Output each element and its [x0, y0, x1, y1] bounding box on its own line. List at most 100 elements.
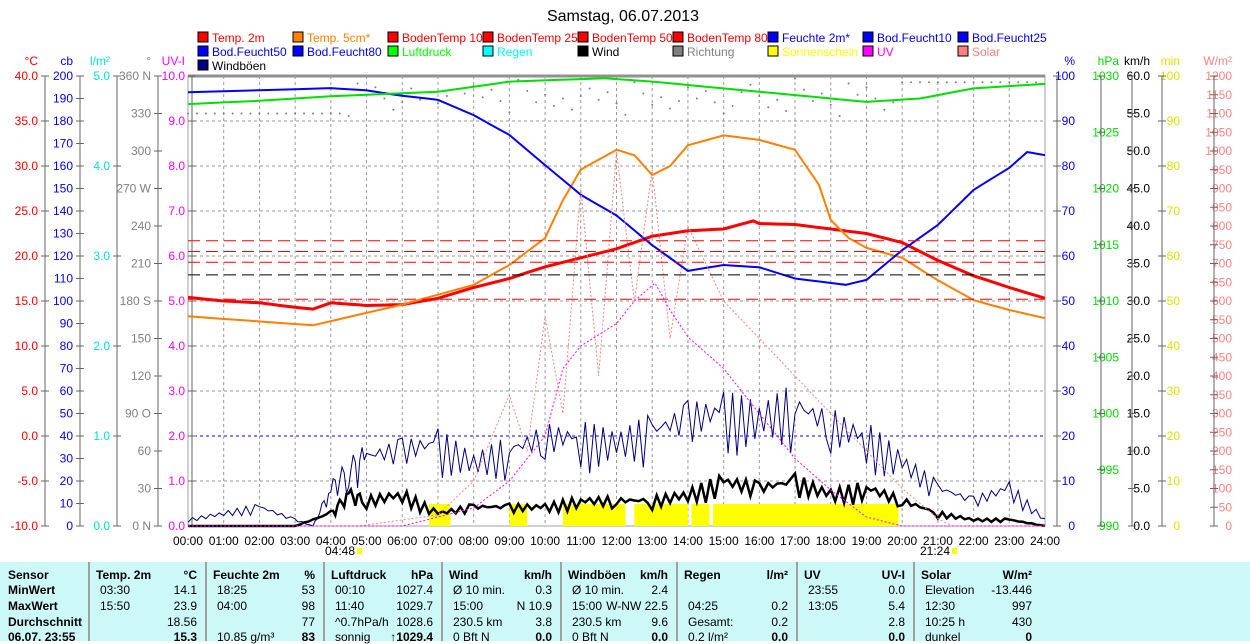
axis-tick-label: 40 [1062, 339, 1076, 353]
axis-tick-label: 360 N [119, 69, 151, 83]
legend-label: BodenTemp 80 [687, 31, 768, 45]
cell-label: Gesamt: [688, 615, 734, 629]
axis-tick-label: 550 [1212, 313, 1232, 327]
axis-tick-label: 200 [53, 69, 73, 83]
axis-tick-label: 0 [66, 519, 73, 533]
axis-tick-label: 40 [1167, 339, 1181, 353]
axis-tick-label: 9.0 [168, 114, 185, 128]
legend-swatch [292, 45, 304, 57]
direction-dot [749, 83, 752, 86]
direction-dot [865, 86, 868, 89]
axis-tick-label: 210 [131, 257, 151, 271]
cell-value: 18.56 [166, 615, 197, 629]
axis-tick-label: 55.0 [1127, 107, 1151, 121]
axis-tick-label: 10.0 [15, 339, 39, 353]
axis-tick-label: 7.0 [168, 204, 185, 218]
column-unit: km/h [639, 568, 668, 582]
column-title: UV [804, 568, 821, 582]
direction-dot [740, 91, 743, 94]
direction-dot [651, 103, 654, 106]
cell-value: 2.8 [888, 615, 905, 629]
axis-tick-label: 800 [1212, 219, 1232, 233]
legend-swatch [957, 45, 969, 57]
axis-tick-label: 70 [60, 362, 74, 376]
direction-dot [606, 91, 609, 94]
legend-swatch [767, 31, 779, 43]
axis-tick-label: 10 [60, 497, 74, 511]
axis-tick-label: 270 W [116, 182, 151, 196]
cell-label: 0 Bft N [453, 630, 490, 644]
axis-tick-label: 5.0 [21, 384, 38, 398]
legend-swatch [767, 45, 779, 57]
axis-tick-label: 170 [53, 137, 73, 151]
cell-label: Ø 10 min. [572, 583, 625, 597]
column-regen: Regen l/m² 04:25 0.2 Gesamt: 0.2 0.2 l/m² 0.0 [676, 562, 796, 644]
axis-tick-label: 60 [138, 444, 152, 458]
cell-label: 13:05 [808, 599, 839, 613]
direction-dot [758, 95, 761, 97]
cell-value: 1028.6 [396, 615, 433, 629]
cell-label: 15:50 [100, 599, 131, 613]
axis-tick-label: 45.0 [1127, 182, 1151, 196]
cell-label: 18:25 [217, 583, 248, 597]
column-unit: hPa [410, 568, 433, 582]
axis-tick-label: 90 [1062, 114, 1076, 128]
legend-label: Richtung [687, 45, 734, 59]
row-label: Durchschnitt [8, 615, 83, 629]
direction-dot [392, 108, 395, 111]
legend-label: Temp. 2m [212, 31, 265, 45]
axis-tick-label: 4.0 [93, 159, 110, 173]
cell-value: 0.2 [771, 615, 788, 629]
direction-dot [374, 86, 377, 89]
direction-dot [320, 112, 323, 115]
cell-value: 1029.7 [396, 599, 433, 613]
cell-value: 3.8 [535, 615, 552, 629]
axis-tick-label: 1000 [1092, 407, 1119, 421]
axis-tick-label: 100 [1160, 69, 1180, 83]
axis-tick-label: 300 [1212, 407, 1232, 421]
axis-tick-label: 6.0 [168, 249, 185, 263]
axis-tick-label: 80 [1167, 159, 1181, 173]
x-tick-label: 19:00 [851, 534, 881, 548]
axis-tick-label: 25.0 [1127, 332, 1151, 346]
axis-tick-label: 300 [131, 144, 151, 158]
cell-label: 00:10 [335, 583, 366, 597]
axis-tick-label: 10 [1167, 474, 1181, 488]
axis-tick-label: 950 [1212, 163, 1232, 177]
axis-tick-label: 650 [1212, 275, 1232, 289]
axis-tick-label: 100 [53, 294, 73, 308]
direction-dot [677, 100, 680, 102]
axis-tick-label: 50 [60, 407, 74, 421]
cell-value: 1027.4 [396, 583, 433, 597]
cell-label: 10:25 h [925, 615, 966, 629]
axis-tick-label: 80 [60, 339, 74, 353]
x-tick-label: 11:00 [566, 534, 595, 548]
axis-tick-label: 1.0 [93, 429, 110, 443]
x-tick-label: 09:00 [494, 534, 524, 548]
axis-tick-label: 0.0 [21, 429, 38, 443]
cell-value: 2.4 [651, 583, 668, 597]
statistics-table: Sensor MinWert MaxWert Durchschnitt 06.07. 2… [0, 562, 1250, 644]
column-unit: UV-I [881, 568, 905, 582]
axis-tick-label: 60 [60, 384, 74, 398]
axis-tick-label: 330 [131, 107, 151, 121]
axis-tick-label: 995 [1099, 463, 1119, 477]
x-tick-label: 06:00 [387, 534, 417, 548]
x-tick-label: 02:00 [244, 534, 274, 548]
direction-dot [776, 98, 779, 101]
direction-dot [499, 100, 502, 102]
x-tick-label: 12:00 [601, 534, 631, 548]
x-tick-label: 03:00 [280, 534, 310, 548]
x-tick-label: 04:00 [316, 534, 346, 548]
axis-tick-label: 90 [1167, 114, 1181, 128]
direction-dot [829, 103, 832, 106]
axis-unit-label: ° [146, 54, 151, 68]
direction-dot [660, 96, 663, 99]
axis-tick-label: 2.0 [93, 339, 110, 353]
axis-tick-label: 600 [1212, 294, 1232, 308]
direction-dot [383, 97, 386, 100]
series-temp-5cm- [187, 134, 1046, 327]
direction-dot [767, 106, 770, 109]
column-uv: UV UV-I 23:55 0.0 13:05 5.4 2.8 0.0 [796, 562, 913, 644]
axis-tick-label: 30 [60, 452, 74, 466]
